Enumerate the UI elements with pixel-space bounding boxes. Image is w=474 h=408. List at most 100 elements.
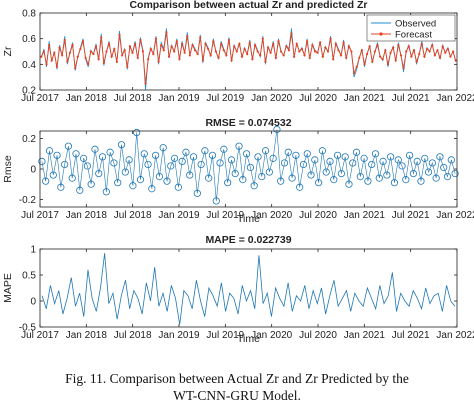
data-point: [342, 41, 345, 44]
data-point: [68, 174, 76, 182]
data-point: [258, 173, 266, 181]
data-point: [159, 144, 167, 152]
data-point: [125, 156, 133, 164]
data-point: [363, 63, 366, 66]
data-point: [264, 60, 267, 63]
y-tick-label: 0.4: [22, 60, 36, 71]
plot-area: [40, 131, 457, 207]
data-point: [303, 150, 311, 158]
data-point: [418, 52, 421, 56]
data-point: [364, 177, 372, 185]
data-point: [375, 174, 383, 182]
y-tick-label: 0.8: [22, 9, 36, 20]
data-point: [308, 56, 311, 60]
data-point: [389, 51, 392, 54]
data-point: [243, 47, 246, 51]
data-point: [214, 50, 218, 53]
data-point: [407, 45, 410, 48]
chart-panel-1: 0.2 0.4 0.6 0.8 Jul 2017 Jan 2018 Jul 2018 Jan …: [2, 0, 474, 104]
data-point: [182, 148, 190, 156]
data-point: [107, 42, 111, 45]
y-tick-label: 0.2: [22, 134, 36, 145]
data-point: [201, 147, 209, 155]
data-point: [178, 58, 181, 61]
data-point: [233, 45, 236, 48]
data-point: [212, 40, 215, 43]
data-point: [216, 159, 224, 167]
chart-title: MAPE = 0.022739: [205, 234, 291, 246]
data-point: [387, 153, 395, 161]
data-point: [319, 41, 322, 44]
data-point: [447, 156, 455, 164]
data-point: [341, 153, 349, 161]
data-point: [417, 177, 425, 185]
data-point: [443, 173, 452, 181]
axes-frame: [39, 12, 458, 91]
data-point: [299, 160, 308, 169]
data-point: [277, 40, 280, 43]
x-tick-label: Jul 2021: [392, 210, 430, 221]
data-point: [352, 148, 361, 156]
data-point: [288, 174, 296, 182]
x-tick-label: Jul 2019: [206, 210, 244, 221]
data-point: [246, 52, 249, 56]
data-point: [239, 176, 247, 184]
data-point: [279, 50, 283, 53]
data-point: [454, 59, 457, 62]
data-point: [222, 49, 225, 52]
x-tick-label: Jan 2021: [344, 330, 386, 341]
data-point: [266, 46, 270, 49]
data-point: [100, 36, 103, 39]
x-tick-label: Jul 2018: [114, 330, 152, 341]
x-tick-label: Jul 2018: [114, 93, 152, 104]
data-point: [261, 147, 270, 155]
data-point: [379, 157, 387, 165]
data-point: [326, 157, 334, 165]
data-point: [224, 179, 232, 187]
data-point: [131, 51, 134, 54]
data-point: [74, 67, 77, 70]
data-point: [432, 174, 440, 182]
data-point: [89, 50, 92, 53]
data-point: [446, 47, 449, 51]
series-line: [41, 253, 456, 325]
data-point: [371, 60, 374, 63]
data-point: [64, 142, 73, 150]
data-point: [128, 45, 132, 48]
data-point: [141, 50, 145, 53]
data-point: [152, 151, 160, 159]
data-point: [254, 153, 262, 161]
data-point: [189, 153, 198, 161]
data-point: [217, 56, 220, 60]
data-point: [121, 168, 129, 176]
x-tick-label: Jan 2020: [251, 93, 293, 104]
data-point: [406, 151, 414, 159]
data-point: [42, 50, 46, 53]
data-point: [55, 65, 59, 68]
x-tick-label: Jan 2020: [251, 330, 293, 341]
data-point: [235, 142, 243, 150]
data-point: [114, 179, 122, 187]
data-point: [368, 45, 371, 48]
data-point: [282, 54, 285, 57]
data-point: [451, 50, 455, 53]
y-tick-label: 0.2: [22, 86, 36, 97]
data-point: [170, 45, 173, 48]
data-point: [261, 37, 264, 40]
data-point: [110, 55, 113, 58]
data-point: [398, 162, 406, 170]
data-point: [117, 141, 126, 149]
data-point: [235, 50, 238, 53]
data-point: [98, 153, 107, 161]
data-point: [349, 159, 357, 167]
data-point: [295, 42, 298, 45]
legend-box: [366, 14, 456, 42]
data-point: [160, 43, 163, 47]
data-point: [356, 173, 364, 181]
data-point: [421, 154, 429, 162]
data-point: [290, 32, 293, 35]
data-point: [197, 160, 205, 169]
data-point: [296, 183, 304, 191]
data-point: [72, 150, 80, 158]
data-point: [174, 183, 182, 191]
